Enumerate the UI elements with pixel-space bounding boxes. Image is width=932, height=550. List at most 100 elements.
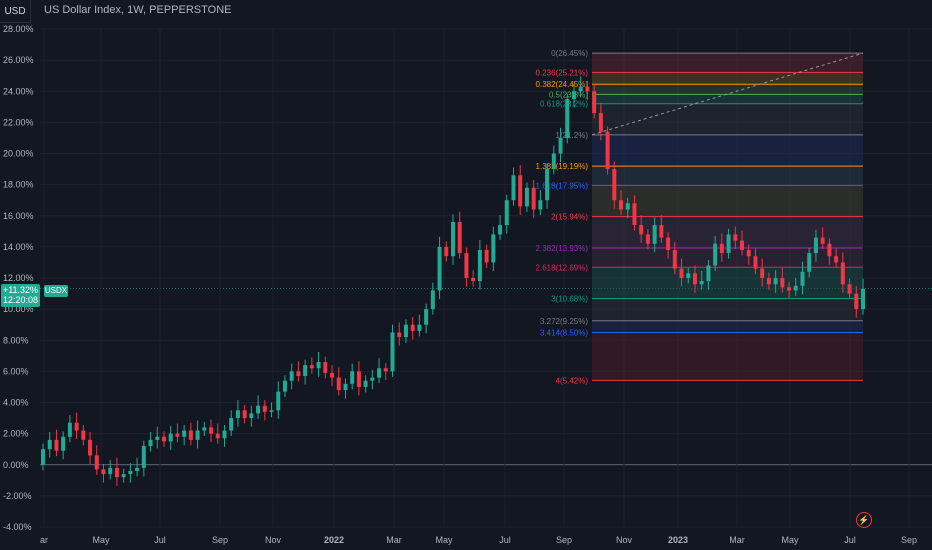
candle-body	[733, 234, 738, 241]
fib-level-label: 1.618(17.95%)	[536, 181, 589, 190]
candle-body	[827, 243, 832, 257]
fib-level-label: 0.382(24.45%)	[536, 80, 589, 89]
fib-level-label: 2.618(12.69%)	[536, 263, 589, 272]
candle-body	[706, 265, 711, 282]
fib-band	[592, 320, 863, 333]
symbol-box[interactable]: USD	[0, 0, 31, 23]
candle-body	[135, 467, 140, 471]
candle-body	[464, 253, 469, 278]
y-tick-label: 20.00%	[3, 149, 34, 159]
candle-body	[403, 324, 408, 338]
candle-body	[504, 200, 509, 226]
candle-body	[390, 332, 395, 372]
candle-body	[128, 470, 133, 475]
fib-level-label: 3.272(9.25%)	[540, 317, 588, 326]
candle-body	[282, 380, 287, 392]
x-tick-label: Sep	[212, 535, 228, 545]
lightning-icon[interactable]: ⚡	[856, 512, 872, 528]
candle-body	[766, 278, 771, 285]
candle-body	[578, 86, 583, 92]
fib-level-label: 0.236(25.21%)	[536, 68, 589, 77]
candle-body	[377, 368, 382, 378]
y-tick-label: -4.00%	[3, 522, 32, 532]
candle-body	[249, 413, 254, 419]
candle-body	[605, 131, 610, 170]
candle-body	[800, 271, 805, 286]
fib-band	[592, 332, 863, 381]
candle-body	[269, 410, 274, 412]
candle-body	[854, 293, 859, 310]
candle-body	[41, 449, 45, 465]
fib-level-label: 0.618(23.2%)	[540, 100, 588, 109]
candle-body	[88, 439, 93, 456]
candle-body	[639, 225, 644, 235]
x-tick-label: Jul	[154, 535, 166, 545]
candle-body	[101, 469, 106, 475]
grid-lines	[40, 28, 932, 528]
candle-body	[491, 234, 496, 263]
candle-body	[545, 169, 550, 201]
fib-level-label: 2(15.94%)	[551, 213, 588, 222]
candle-body	[645, 234, 650, 244]
candle-body	[834, 256, 839, 263]
price-change: +11.32%	[2, 285, 39, 295]
candlestick-series	[41, 76, 865, 486]
candle-body	[451, 221, 455, 257]
candle-body	[182, 430, 187, 437]
candle-body	[114, 467, 119, 478]
x-tick-label: Sep	[556, 535, 572, 545]
candle-body	[699, 281, 704, 285]
candle-body	[625, 203, 630, 210]
current-price-badge: +11.32% 12:20:08	[1, 284, 40, 307]
candle-body	[511, 175, 516, 201]
fib-level-label: 3.414(8.50%)	[540, 328, 588, 337]
fib-level-label: 1.382(19.19%)	[536, 162, 589, 171]
y-tick-label: 28.00%	[3, 24, 34, 34]
fib-band	[592, 72, 863, 85]
candle-body	[343, 383, 348, 391]
y-tick-label: 12.00%	[3, 273, 34, 283]
candle-body	[692, 273, 697, 285]
x-tick-label: Nov	[616, 535, 633, 545]
candle-body	[518, 175, 523, 207]
candle-body	[195, 430, 200, 440]
candle-body	[498, 225, 503, 235]
candle-body	[296, 371, 301, 377]
candle-body	[229, 418, 234, 431]
candle-body	[161, 436, 166, 442]
candle-body	[726, 234, 731, 254]
y-tick-label: 14.00%	[3, 242, 34, 252]
x-tick-label: Nov	[265, 535, 282, 545]
candle-body	[551, 153, 556, 170]
fib-band	[592, 84, 863, 95]
x-tick-label: Jul	[844, 535, 856, 545]
candle-body	[538, 200, 543, 210]
candle-body	[598, 113, 603, 132]
candle-body	[666, 237, 671, 250]
candle-body	[753, 256, 758, 269]
candle-body	[531, 187, 536, 210]
candle-body	[571, 91, 576, 100]
candle-body	[840, 262, 845, 285]
candle-body	[773, 278, 778, 285]
fib-band	[592, 267, 863, 299]
candle-body	[679, 268, 684, 278]
candle-body	[813, 237, 818, 254]
candle-body	[746, 249, 751, 257]
candle-body	[471, 278, 476, 282]
candle-body	[121, 474, 126, 478]
fibonacci-extension: 0(26.45%) 0.236(25.21%) 0.382(24.45%)0.5(2…	[536, 49, 864, 385]
fib-trend-line	[591, 52, 864, 136]
candle-body	[437, 246, 442, 291]
candle-body	[585, 86, 590, 92]
candle-body	[316, 362, 321, 369]
fib-band	[592, 185, 863, 217]
candle-body	[565, 99, 570, 138]
fib-band	[592, 298, 863, 321]
candle-body	[209, 427, 214, 434]
fib-band	[592, 166, 863, 186]
candle-body	[175, 433, 180, 437]
candle-body	[256, 405, 261, 414]
candle-body	[847, 284, 852, 294]
